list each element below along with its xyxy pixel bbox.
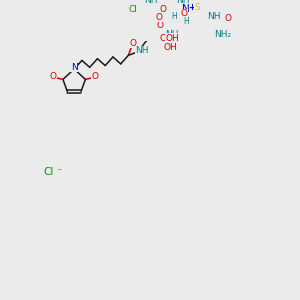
Text: H: H [183, 17, 189, 26]
Text: OH: OH [160, 34, 173, 43]
Text: S: S [194, 3, 200, 12]
Text: NH₂: NH₂ [214, 30, 231, 39]
Text: N: N [71, 63, 77, 72]
Text: O: O [225, 14, 232, 23]
Text: O: O [50, 72, 57, 81]
Text: NH: NH [207, 12, 220, 21]
Text: NH: NH [136, 46, 149, 56]
Text: +: + [188, 3, 195, 12]
Text: O: O [129, 39, 136, 48]
Text: NH: NH [144, 0, 158, 5]
Text: O: O [155, 13, 162, 22]
Text: O: O [159, 5, 167, 14]
Text: ⁻: ⁻ [56, 167, 61, 178]
Text: OH: OH [164, 43, 177, 52]
Text: O: O [91, 72, 98, 81]
Text: O: O [181, 9, 188, 18]
Text: NH: NH [176, 0, 190, 4]
Text: Cl: Cl [43, 167, 53, 178]
Text: Cl: Cl [128, 5, 137, 14]
Text: NH: NH [165, 30, 178, 39]
Text: H: H [172, 12, 177, 21]
Text: N: N [182, 4, 190, 14]
Text: O: O [157, 21, 164, 30]
Text: OH: OH [165, 34, 179, 43]
